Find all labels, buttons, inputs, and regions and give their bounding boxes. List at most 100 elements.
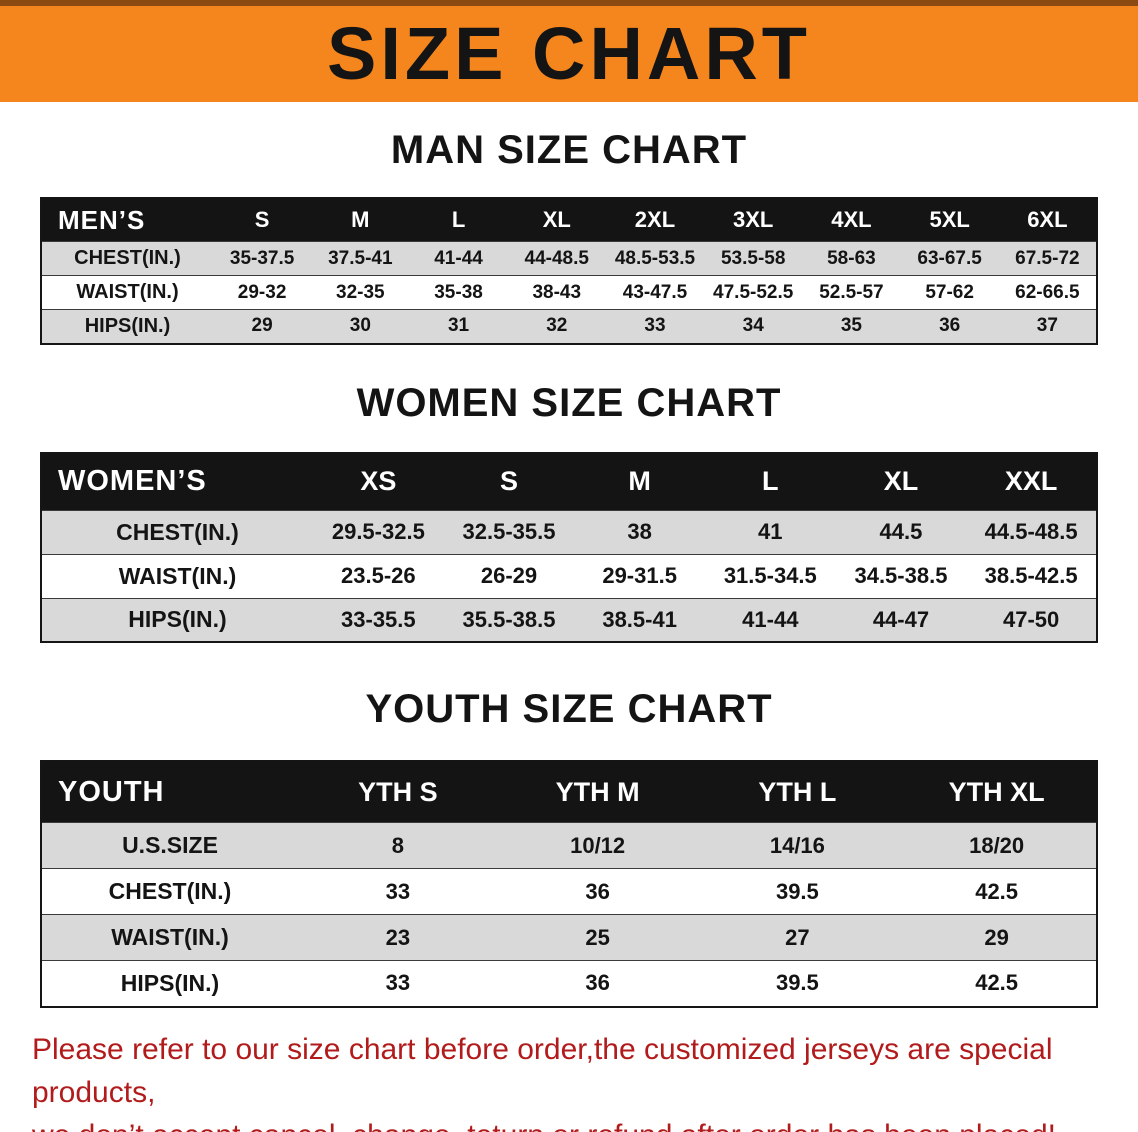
notice-line-2: we don’t accept cancel, change, teturn o… [32,1114,1128,1132]
table-row: HIPS(IN.) 33-35.5 35.5-38.5 38.5-41 41-44 44-… [41,597,1097,642]
size-header-cell: L [704,452,836,510]
data-cell: 23 [298,914,498,961]
data-cell: 31 [409,309,508,344]
data-cell: 31.5-34.5 [704,553,836,598]
data-cell: 37.5-41 [311,241,410,276]
table-header-row: WOMEN’S XS S M L XL XXL [41,452,1097,510]
data-cell: 32-35 [311,275,410,310]
data-cell: 34.5-38.5 [835,553,967,598]
row-label: HIPS(IN.) [41,960,298,1007]
data-cell: 23.5-26 [313,553,444,598]
women-size-table: WOMEN’S XS S M L XL XXL CHEST(IN.) 29.5-32.5 32.5… [40,451,1098,643]
data-cell: 38.5-42.5 [966,553,1097,598]
notice-line-1: Please refer to our size chart before or… [32,1032,1053,1109]
data-cell: 53.5-58 [704,241,803,276]
data-cell: 10/12 [497,822,698,869]
data-cell: 37 [998,309,1097,344]
data-cell: 38 [574,509,705,554]
table-header-row: MEN’S S M L XL 2XL 3XL 4XL 5XL 6XL [41,198,1097,242]
data-cell: 44-47 [835,597,967,642]
data-cell: 33 [298,868,498,915]
data-cell: 47.5-52.5 [704,275,803,310]
data-cell: 27 [697,914,898,961]
data-cell: 44-48.5 [507,241,606,276]
youth-size-table: YOUTH YTH S YTH M YTH L YTH XL U.S.SIZE 8 10/12… [40,760,1098,1008]
size-header-cell: M [574,452,705,510]
data-cell: 29 [897,914,1097,961]
size-header-cell: 5XL [900,198,999,242]
data-cell: 63-67.5 [900,241,999,276]
size-header-cell: 3XL [704,198,803,242]
table-title-cell: MEN’S [41,198,213,242]
table-row: WAIST(IN.) 23.5-26 26-29 29-31.5 31.5-34.5 34… [41,553,1097,598]
size-header-cell: XS [313,452,444,510]
row-label: CHEST(IN.) [41,241,213,276]
data-cell: 39.5 [697,960,898,1007]
row-label: WAIST(IN.) [41,553,313,598]
page-title: SIZE CHART [327,12,811,95]
data-cell: 29-32 [213,275,312,310]
data-cell: 39.5 [697,868,898,915]
data-cell: 35 [802,309,901,344]
data-cell: 41-44 [704,597,836,642]
data-cell: 41 [704,509,836,554]
data-cell: 47-50 [966,597,1097,642]
data-cell: 34 [704,309,803,344]
data-cell: 33 [605,309,705,344]
size-header-cell: S [213,198,312,242]
table-header-row: YOUTH YTH S YTH M YTH L YTH XL [41,761,1097,823]
data-cell: 44.5 [835,509,967,554]
table-row: CHEST(IN.) 35-37.5 37.5-41 41-44 44-48.5 48.5… [41,241,1097,276]
size-header-cell: L [409,198,508,242]
size-header-cell: S [443,452,575,510]
size-header-cell: M [311,198,410,242]
data-cell: 26-29 [443,553,575,598]
table-row: CHEST(IN.) 29.5-32.5 32.5-35.5 38 41 44.5 44.5… [41,509,1097,554]
table-row: U.S.SIZE 8 10/12 14/16 18/20 [41,822,1097,869]
table-row: HIPS(IN.) 33 36 39.5 42.5 [41,960,1097,1007]
data-cell: 57-62 [900,275,999,310]
data-cell: 33-35.5 [313,597,444,642]
table-row: CHEST(IN.) 33 36 39.5 42.5 [41,868,1097,915]
data-cell: 58-63 [802,241,901,276]
data-cell: 41-44 [409,241,508,276]
data-cell: 48.5-53.5 [605,241,705,276]
data-cell: 32.5-35.5 [443,509,575,554]
men-section-heading: MAN SIZE CHART [390,128,748,172]
row-label: HIPS(IN.) [41,309,213,344]
table-row: HIPS(IN.) 29 30 31 32 33 34 35 36 37 [41,309,1097,344]
data-cell: 42.5 [897,868,1097,915]
data-cell: 36 [497,868,698,915]
youth-section-heading: YOUTH SIZE CHART [365,687,773,731]
data-cell: 32 [507,309,606,344]
row-label: WAIST(IN.) [41,275,213,310]
data-cell: 29-31.5 [574,553,705,598]
data-cell: 62-66.5 [998,275,1097,310]
size-header-cell: 4XL [802,198,901,242]
footer-notice: Please refer to our size chart before or… [0,1028,1138,1132]
data-cell: 35.5-38.5 [443,597,575,642]
men-size-table: MEN’S S M L XL 2XL 3XL 4XL 5XL 6XL CHEST(IN.) 35-37… [40,197,1098,345]
women-section-heading: WOMEN SIZE CHART [356,380,782,425]
data-cell: 36 [900,309,999,344]
data-cell: 8 [298,822,498,869]
table-row: WAIST(IN.) 23 25 27 29 [41,914,1097,961]
data-cell: 43-47.5 [605,275,705,310]
data-cell: 38-43 [507,275,606,310]
data-cell: 29.5-32.5 [313,509,444,554]
row-label: U.S.SIZE [41,822,298,869]
table-row: WAIST(IN.) 29-32 32-35 35-38 38-43 43-47.5 47.… [41,275,1097,310]
data-cell: 35-38 [409,275,508,310]
data-cell: 42.5 [897,960,1097,1007]
women-size-section: WOMEN SIZE CHART WOMEN’S XS S M L XL XXL CHEST(… [0,345,1138,643]
data-cell: 52.5-57 [802,275,901,310]
data-cell: 14/16 [697,822,898,869]
row-label: CHEST(IN.) [41,509,313,554]
size-header-cell: YTH M [497,761,698,823]
size-header-cell: 6XL [998,198,1097,242]
data-cell: 18/20 [897,822,1097,869]
youth-size-section: YOUTH SIZE CHART YOUTH YTH S YTH M YTH L YTH… [0,643,1138,1008]
data-cell: 30 [311,309,410,344]
data-cell: 36 [497,960,698,1007]
